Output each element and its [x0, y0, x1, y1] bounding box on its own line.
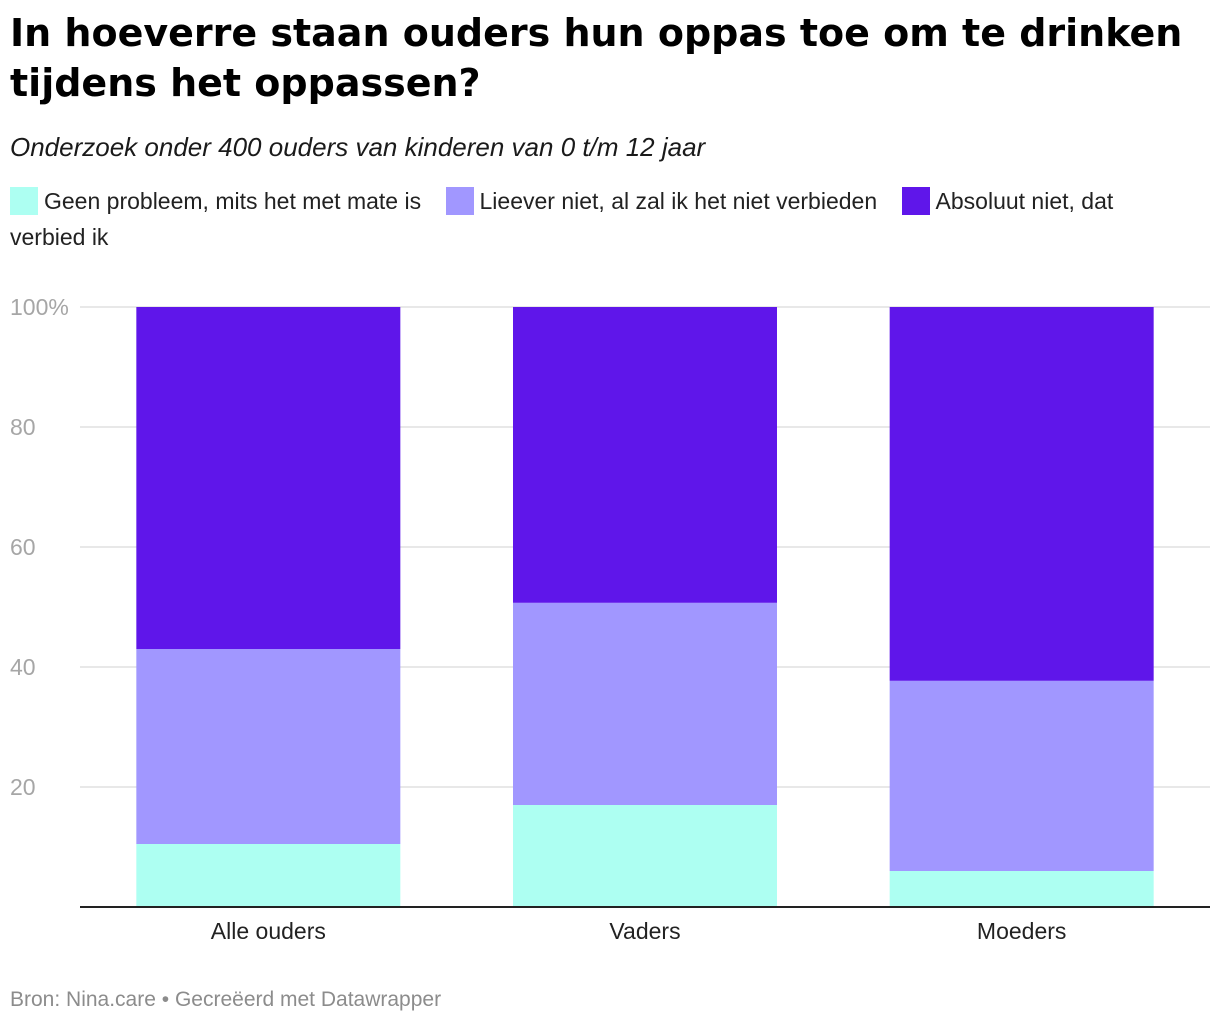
legend-item-liever-niet: Lieever niet, al zal ik het niet verbied… [445, 187, 878, 215]
bar-vaders-series-2 [513, 602, 777, 805]
stacked-bar-chart: 20 40 60 80 100% Alle ouders Vaders Moeders [10, 294, 1210, 944]
bar-moeders-series-3 [889, 307, 1154, 681]
legend-swatch-geen-probleem [10, 187, 38, 215]
legend-item-geen-probleem: Geen probleem, mits het met mate is [10, 187, 422, 215]
bar-alle-ouders-series-3 [136, 307, 401, 649]
bar-vaders-series-1 [513, 805, 777, 907]
y-tick-label-60: 60 [10, 534, 36, 560]
legend-label-liever-niet: Lieever niet, al zal ik het niet verbied… [479, 188, 878, 214]
y-tick-label-40: 40 [10, 654, 36, 680]
legend-label-geen-probleem: Geen probleem, mits het met mate is [44, 188, 422, 214]
bar-alle-ouders-series-2 [136, 649, 401, 844]
chart-title: In hoeverre staan ouders hun oppas toe o… [10, 11, 1183, 105]
x-tick-label-moeders: Moeders [977, 918, 1066, 944]
x-tick-label-vaders: Vaders [609, 918, 680, 944]
y-tick-label-20: 20 [10, 774, 36, 800]
legend: Geen probleem, mits het met mate is Liee… [10, 183, 1190, 255]
legend-swatch-absoluut-niet [901, 187, 930, 215]
y-tick-label-80: 80 [10, 414, 36, 440]
legend-item-absoluut-niet: Absoluut niet, dat verbied ik [10, 187, 1114, 250]
bar-vaders-series-3 [513, 307, 777, 603]
footer-separator: • [161, 988, 170, 1011]
y-tick-label-100: 100% [10, 294, 69, 320]
footer-source: Bron: Nina.care [10, 988, 156, 1011]
footer: Bron: Nina.care • Gecreëerd met Datawrap… [10, 988, 441, 1012]
legend-swatch-liever-niet [445, 187, 474, 215]
chart-subtitle: Onderzoek onder 400 ouders van kinderen … [10, 132, 706, 162]
bar-moeders-series-2 [889, 680, 1154, 871]
bar-moeders-series-1 [889, 871, 1154, 907]
x-tick-label-alle-ouders: Alle ouders [211, 918, 326, 944]
bar-alle-ouders-series-1 [136, 844, 401, 907]
footer-credit: Gecreëerd met Datawrapper [174, 988, 442, 1011]
legend-label-absoluut-niet: Absoluut niet, dat verbied ik [10, 188, 1114, 250]
